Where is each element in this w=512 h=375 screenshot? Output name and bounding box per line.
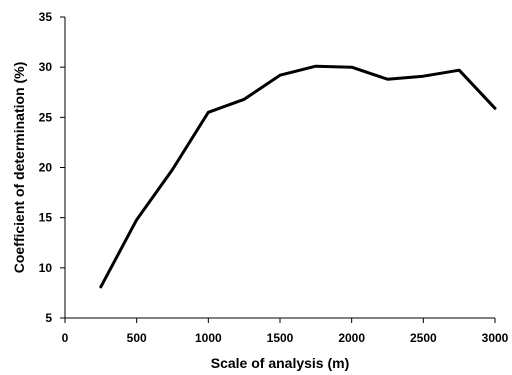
x-tick-label: 2500	[410, 331, 437, 345]
y-tick-label: 10	[39, 261, 53, 275]
x-tick-label: 2000	[338, 331, 365, 345]
series-group	[99, 64, 497, 289]
y-axis-title: Coefficient of determination (%)	[11, 62, 27, 274]
x-tick-label: 0	[62, 331, 69, 345]
y-tick-label: 15	[39, 211, 53, 225]
y-ticks: 5 10 15 20 25 30 35	[39, 10, 65, 325]
x-ticks: 0 500 1000 1500 2000 2500 3000	[62, 318, 509, 345]
x-tick-label: 3000	[482, 331, 509, 345]
y-tick-label: 5	[45, 311, 52, 325]
series-line	[99, 64, 497, 289]
x-tick-label: 1000	[195, 331, 222, 345]
x-tick-label: 500	[127, 331, 147, 345]
y-tick-label: 25	[39, 110, 53, 124]
x-axis-title: Scale of analysis (m)	[211, 355, 350, 371]
y-tick-label: 30	[39, 60, 53, 74]
y-tick-label: 20	[39, 161, 53, 175]
x-tick-label: 1500	[267, 331, 294, 345]
y-tick-label: 35	[39, 10, 53, 24]
